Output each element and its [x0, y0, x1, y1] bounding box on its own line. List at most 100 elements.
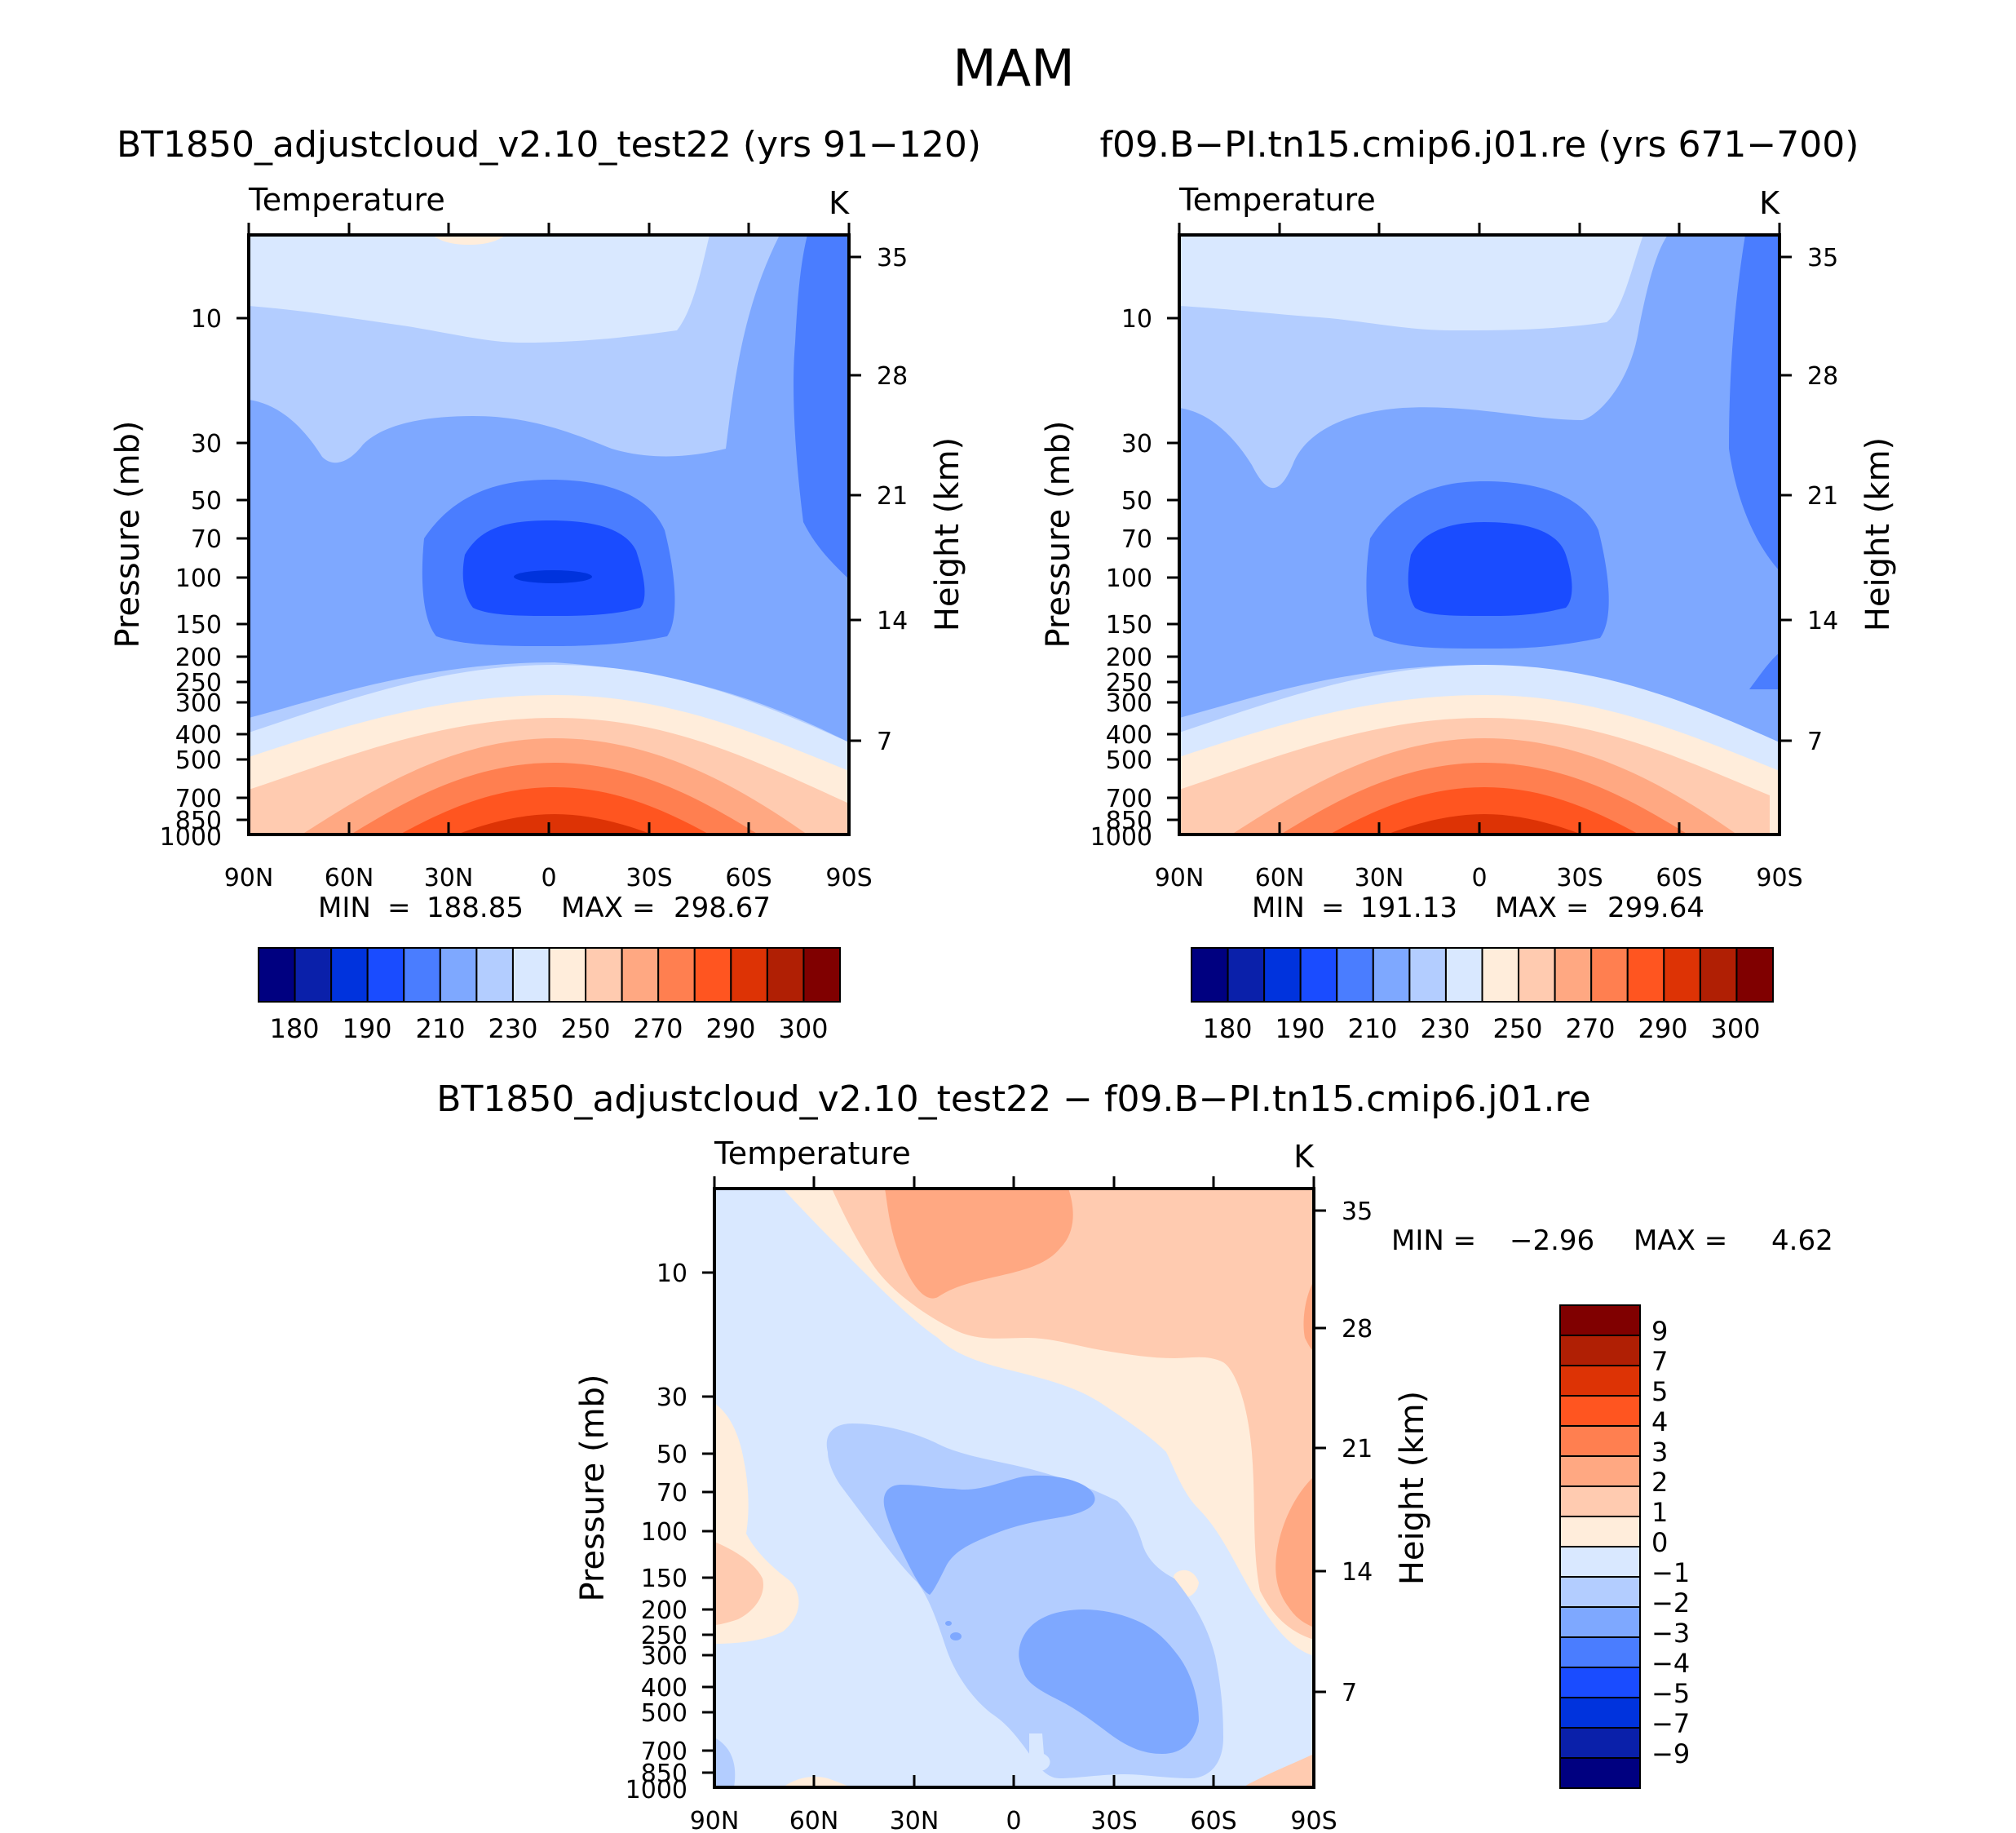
colorbar-swatch: [766, 947, 805, 1003]
x-tick-label: 90N: [690, 1807, 740, 1833]
panel-obs-units: K: [1759, 185, 1780, 221]
colorbar-swatch: [1559, 1485, 1641, 1517]
x-tick-label: 30N: [1355, 864, 1404, 892]
panel-diff-variable: Temperature: [714, 1136, 911, 1171]
colorbar: 180 190 210 230 250 270 290 300: [1191, 947, 1774, 1044]
height-axis-label: Height (km): [1859, 437, 1897, 631]
min-value: −2.96: [1510, 1224, 1594, 1257]
colorbar-label: 290: [705, 1013, 755, 1044]
colorbar-swatch: [1408, 947, 1447, 1003]
colorbar-swatch: [1559, 1546, 1641, 1578]
y-tick-label: 400: [1106, 721, 1152, 750]
panel-model-units: K: [829, 185, 850, 221]
contour-band: [1386, 814, 1582, 835]
contour-band: [432, 235, 506, 245]
x-tick-label: 60S: [725, 864, 771, 892]
y-tick-label: 50: [1121, 487, 1152, 516]
panel-obs-stats: MIN = 191.13 MAX = 299.64: [1252, 892, 1704, 924]
colorbar-swatch: [1626, 947, 1665, 1003]
colorbar-swatch: [1227, 947, 1266, 1003]
colorbar-swatch: [1191, 947, 1229, 1003]
y-tick-label: 100: [175, 565, 222, 593]
y-tick-label: 300: [641, 1642, 687, 1671]
height-tick-label: 14: [1342, 1558, 1373, 1587]
contour-band: [885, 1189, 1073, 1299]
colorbar-swatches: [1191, 947, 1774, 1003]
contour-band: [883, 1475, 1095, 1595]
equals-sign: =: [387, 892, 411, 924]
colorbar-label: 210: [415, 1013, 465, 1044]
min-label: MIN: [1252, 892, 1305, 924]
y-tick-label: 1000: [1090, 823, 1152, 852]
colorbar-swatch: [585, 947, 623, 1003]
colorbar-swatch: [1590, 947, 1629, 1003]
y-tick-label: 70: [1121, 525, 1152, 554]
y-tick-label: 1000: [626, 1776, 687, 1804]
contour-band: [462, 520, 645, 616]
y-tick-label: 50: [191, 487, 222, 516]
panel-obs-y-labels: 10 30 50 70 100 150 200 250 300 400 500 …: [1090, 305, 1152, 852]
colorbar-swatch: [1559, 1636, 1641, 1668]
max-value: 298.67: [674, 892, 771, 924]
contour-band: [783, 1777, 852, 1787]
y-axis-label: Pressure (mb): [1040, 420, 1077, 648]
colorbar-swatch: [294, 947, 333, 1003]
contour-band: [249, 235, 710, 343]
colorbar-label: 3: [1651, 1437, 1668, 1468]
contour-band: [1179, 235, 1643, 330]
colorbar-swatch: [1518, 947, 1556, 1003]
height-tick-label: 14: [1807, 607, 1838, 635]
colorbar-swatch: [1559, 1606, 1641, 1638]
panel-diff-title: BT1850_adjustcloud_v2.10_test22 − f09.B−…: [436, 1078, 1590, 1120]
colorbar-swatch: [1263, 947, 1302, 1003]
colorbar-swatch: [1372, 947, 1411, 1003]
colorbar-label: 180: [269, 1013, 319, 1044]
x-tick-label: 60N: [1255, 864, 1305, 892]
colorbar-swatch: [1559, 1757, 1641, 1789]
panel-model-title: BT1850_adjustcloud_v2.10_test22 (yrs 91−…: [117, 124, 981, 166]
colorbar-swatch: [730, 947, 768, 1003]
x-tick-label: 0: [1006, 1807, 1021, 1833]
panel-diff-y-labels: 10 30 50 70 100 150 200 250 300 400 500 …: [626, 1260, 687, 1804]
y-tick-label: 200: [175, 644, 222, 672]
contour-band: [794, 235, 849, 579]
x-tick-label: 30S: [626, 864, 672, 892]
colorbar-swatch: [1735, 947, 1774, 1003]
y-tick-label: 300: [175, 689, 222, 718]
y-tick-label: 250: [641, 1622, 687, 1650]
x-tick-label: 90S: [825, 864, 872, 892]
equals-sign: =: [1566, 892, 1589, 924]
colorbar-swatch: [1699, 947, 1738, 1003]
contour-band: [1749, 653, 1779, 689]
x-tick-label: 30N: [890, 1807, 939, 1833]
colorbar-swatch: [439, 947, 478, 1003]
y-axis-label: Pressure (mb): [109, 420, 147, 648]
height-axis-label: Height (km): [1394, 1391, 1431, 1585]
height-tick-label: 7: [1342, 1679, 1357, 1707]
colorbar-label: 270: [633, 1013, 683, 1044]
y-tick-label: 200: [1106, 644, 1152, 672]
contour-band: [950, 1632, 962, 1640]
colorbar-labels: 180 190 210 230 250 270 290 300: [1202, 1013, 1760, 1044]
colorbar-label: 250: [1492, 1013, 1542, 1044]
y-tick-label: 150: [641, 1565, 687, 1593]
y-tick-label: 400: [175, 721, 222, 750]
colorbar-swatch: [1559, 1304, 1641, 1336]
y-tick-label: 850: [175, 807, 222, 835]
contour-band: [1019, 1609, 1199, 1754]
panel-model: BT1850_adjustcloud_v2.10_test22 (yrs 91−…: [109, 124, 981, 1044]
y-tick-label: 10: [191, 305, 222, 334]
panel-obs: f09.B−PI.tn15.cmip6.j01.re (yrs 671−700)…: [1040, 124, 1897, 1044]
contour-band: [945, 1621, 952, 1626]
x-tick-label: 60S: [1656, 864, 1702, 892]
min-label: MIN: [318, 892, 371, 924]
contour-band: [1244, 1754, 1314, 1787]
y-tick-label: 850: [641, 1760, 687, 1788]
panel-diff: BT1850_adjustcloud_v2.10_test22 − f09.B−…: [436, 1078, 1833, 1833]
y-tick-label: 500: [1106, 746, 1152, 775]
y-tick-label: 10: [1121, 305, 1152, 334]
contour-band: [514, 570, 592, 583]
contour-band: [1729, 235, 1779, 571]
colorbar-swatch: [548, 947, 587, 1003]
